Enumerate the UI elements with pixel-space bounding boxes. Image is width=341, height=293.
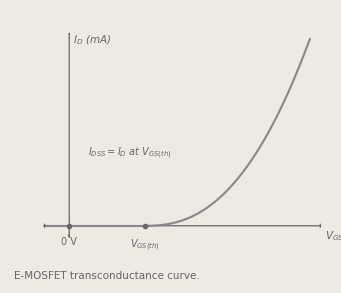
Text: $V_{GS(th)}$: $V_{GS(th)}$ <box>130 237 160 253</box>
Text: $I_{DSS} = I_D$ at $V_{GS(th)}$: $I_{DSS} = I_D$ at $V_{GS(th)}$ <box>88 146 172 161</box>
Text: $V_{GS}$(V): $V_{GS}$(V) <box>325 229 341 243</box>
Text: $I_D$ (mA): $I_D$ (mA) <box>73 33 112 47</box>
Text: 0 V: 0 V <box>61 237 77 247</box>
Text: E-MOSFET transconductance curve.: E-MOSFET transconductance curve. <box>14 271 199 281</box>
